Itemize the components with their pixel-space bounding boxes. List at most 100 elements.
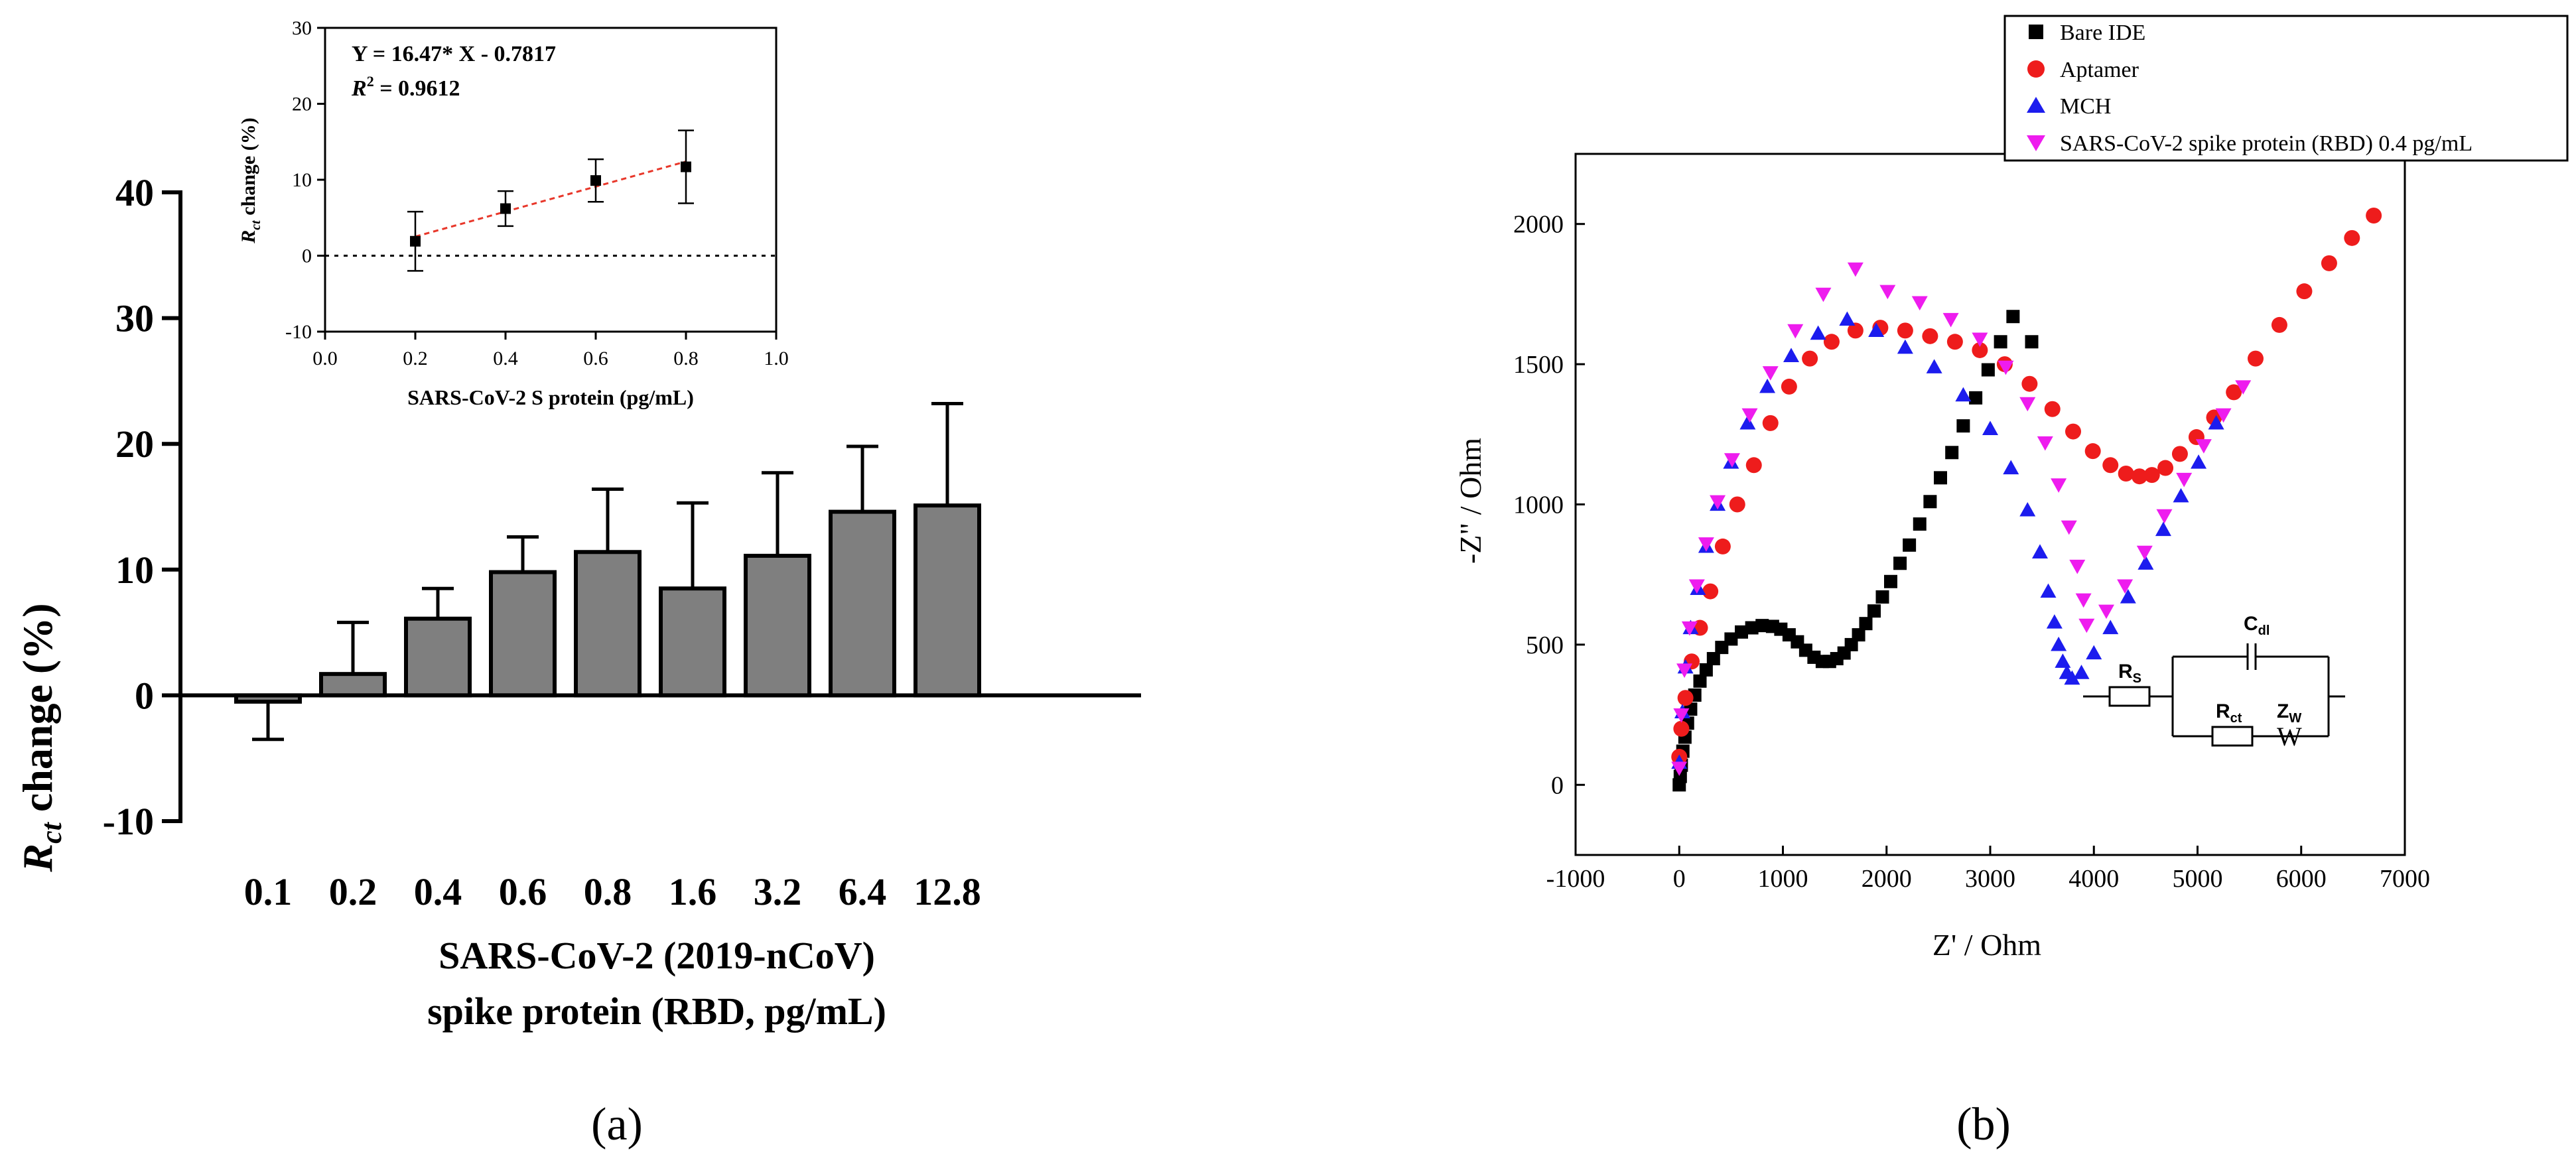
y-tick-label: 40 [115,171,154,214]
data-point [1839,311,1856,326]
x-tick-label: 2000 [1862,865,1912,893]
x-tick-label: 1000 [1758,865,1808,893]
data-point [2132,468,2147,485]
inset-plot-frame [324,27,778,333]
label-w: W [2277,722,2302,751]
x-tick-label: 0.6 [499,870,547,913]
bar [574,550,642,698]
data-point [2271,316,2287,333]
legend-label: SARS-CoV-2 spike protein (RBD) 0.4 pg/mL [2060,131,2473,156]
data-point [1972,332,1988,348]
data-point [2143,467,2160,484]
data-point [1923,495,1937,509]
data-point [2037,436,2053,451]
inset-x-axis-label: SARS-CoV-2 S protein (pg/mL) [407,385,694,409]
data-point [1926,359,1942,373]
data-point [1673,708,1690,723]
data-point [1868,322,1885,337]
legend-item-spike-protein: SARS-CoV-2 spike protein (RBD) 0.4 pg/mL [2027,131,2473,156]
x-tick-label: 5000 [2173,865,2223,893]
data-point [2215,408,2232,423]
data-point [2021,375,2038,392]
data-point [1922,328,1938,344]
data-point [2046,614,2063,629]
y-axis-label: Rct change (%) [14,603,68,872]
bar [829,509,896,698]
data-point [2102,619,2119,635]
data-point [1875,590,1889,604]
bar [744,553,811,698]
data-point [1893,556,1907,570]
data-point [1699,663,1713,677]
x-tick-label: -1000 [1546,865,1605,893]
bar [914,503,981,698]
y-tick-label: 1000 [1513,491,1564,519]
data-point [1945,446,1959,460]
data-point [2191,454,2207,469]
data-point [1852,628,1865,642]
data-point [2155,521,2171,537]
data-point [1897,322,1913,339]
data-point [2102,457,2119,474]
data-point [1972,342,1988,358]
data-point [2195,439,2212,454]
data-point [1714,538,1731,554]
legend-item-aptamer: Aptamer [2027,58,2139,82]
x-tick-group: -1000 0 1000 2000 3000 4000 5000 6000 7000 [1546,846,2430,893]
data-point [1956,419,1970,433]
x-tick-label: 7000 [2380,865,2430,893]
legend-marker-square [2029,25,2043,39]
data-point [2019,501,2036,517]
inset-y-tick-label: 10 [292,169,312,191]
x-tick-label: 6.4 [839,870,887,913]
inset-data-point [590,175,601,186]
inset-x-tick-group: 0.0 0.2 0.4 0.6 0.8 1.0 [312,332,789,369]
resistor-rs [2108,686,2151,707]
y-tick-label: 500 [1526,631,1564,659]
data-point [1724,453,1740,468]
data-point [1684,702,1698,716]
data-point [1673,769,1687,783]
inset-equation: Y = 16.47* X - 0.7817 [352,42,556,66]
data-point [1879,285,1896,300]
label-rs: RS [2118,661,2141,686]
x-tick-label: 0.4 [414,870,462,913]
data-point [1946,334,1963,350]
data-point [2051,478,2067,493]
x-tick-label: 1.6 [669,870,717,913]
data-point [1981,363,1995,377]
resistor-rct [2211,726,2254,747]
data-point [1762,415,1779,431]
data-point [1802,350,1818,367]
y-tick-label: 1500 [1513,351,1564,379]
x-tick-label: 0 [1673,865,1686,893]
data-point [1781,378,1797,395]
bar [659,586,726,698]
legend-label: Aptamer [2060,58,2139,82]
panel-label-a: (a) [591,1099,643,1150]
label-cdl: Cdl [2244,613,2270,638]
inset-scatter-panel-a: 0.0 0.2 0.4 0.6 0.8 1.0 -10 0 10 20 30 Y = 16.47*… [237,17,789,409]
y-tick-group: -10 0 10 20 30 40 [103,171,180,843]
inset-x-tick-label: 0.2 [403,348,428,369]
data-point [1998,360,2014,375]
equivalent-circuit [2083,643,2345,747]
x-tick-label: 0.2 [329,870,377,913]
label-rct: Rct [2216,700,2242,726]
x-axis-label-line-2: spike protein (RBD, pg/mL) [427,990,886,1033]
series-aptamer [1671,208,2382,765]
data-point [2040,583,2057,598]
data-point [1677,690,1694,706]
data-point [1955,387,1972,402]
data-point [2075,593,2092,608]
legend-marker-triangle-down [2027,135,2045,151]
data-point [1759,378,1776,393]
data-point [2069,559,2086,574]
data-point [1787,324,1804,339]
data-point [2344,229,2360,246]
x-tick-label-group: 0.1 0.2 0.4 0.6 0.8 1.6 3.2 6.4 12.8 [244,870,981,913]
y-tick-label: 0 [135,674,154,717]
x-axis-label: Z' / Ohm [1932,928,2041,962]
inset-point-group [410,161,691,247]
